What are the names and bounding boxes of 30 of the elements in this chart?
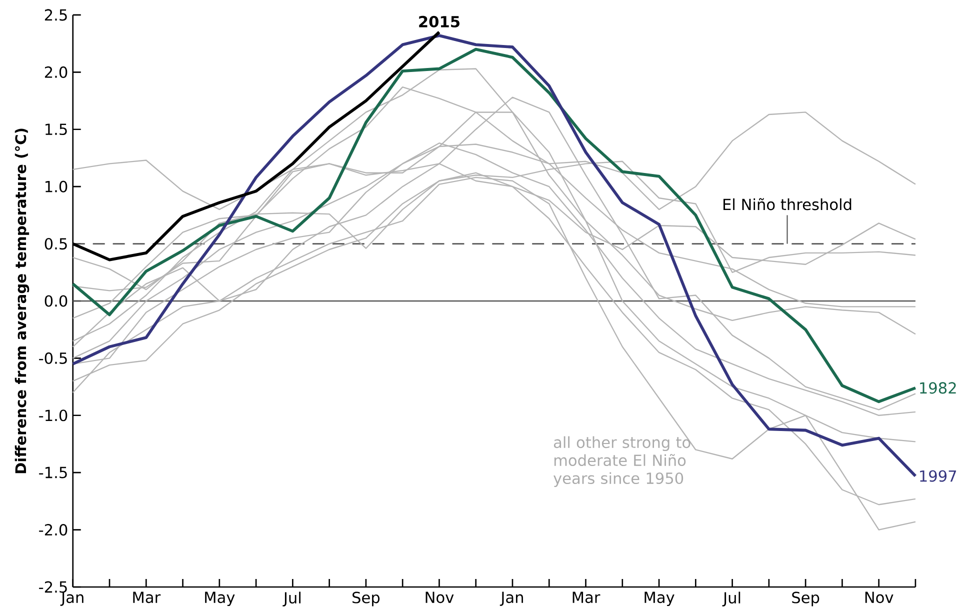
y-tick-label: 0.0 [44,295,68,307]
x-tick-label: Jan [500,592,523,606]
y-tick-label: -0.5 [39,352,67,364]
x-tick-label: Jul [722,592,740,606]
series-label: 1997 [920,470,956,482]
x-tick-label: May [644,592,674,606]
x-tick-label: Jul [282,592,300,606]
y-tick-label: -2.5 [39,581,67,593]
x-tick-label: Jan [60,592,84,606]
y-tick-label: 0.5 [44,238,67,250]
y-tick-label: 2.5 [44,9,67,21]
x-tick-label: Nov [865,592,894,604]
y-tick-label: -1.0 [39,410,68,422]
x-tick-label: Mar [572,592,600,604]
series-label: 1982 [920,382,956,394]
y-tick-label: 1.5 [46,124,67,136]
x-tick-label: Mar [133,592,161,604]
x-tick-label: Sep [352,592,380,606]
y-axis-title: Difference from average temperature (°C) [14,128,30,474]
x-tick-label: Nov [426,592,454,604]
annotation: all other strong to moderate El Niño years since 1950 [554,436,690,488]
y-tick-label: -1.5 [39,466,67,478]
y-tick-label: 2.0 [44,66,68,78]
y-tick-label: -2.0 [39,524,68,536]
y-tick-label: 1.0 [46,180,68,192]
x-tick-label: Sep [792,592,820,606]
ref-line-label: El Niño threshold [723,198,852,210]
x-tick-label: May [205,592,235,606]
line-series [71,48,917,404]
series-label: 2015 [419,16,460,28]
